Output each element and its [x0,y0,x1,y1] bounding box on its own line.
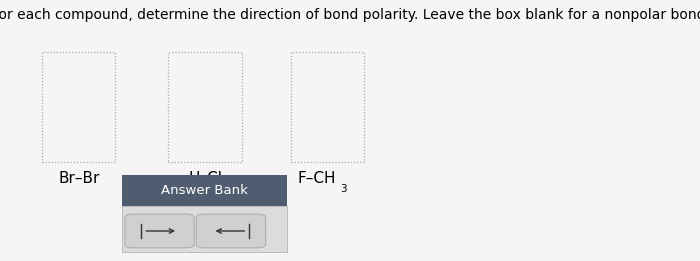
Bar [168,52,242,162]
Bar [290,52,364,162]
Text: H–Cl: H–Cl [188,171,222,186]
FancyBboxPatch shape [196,214,266,248]
FancyBboxPatch shape [125,214,194,248]
Text: Answer Bank: Answer Bank [161,184,248,197]
Text: Br–Br: Br–Br [58,171,100,186]
Text: For each compound, determine the direction of bond polarity. Leave the box blank: For each compound, determine the directi… [0,8,700,22]
Bar [42,52,116,162]
Text: F–CH: F–CH [298,171,336,186]
Bar [122,175,287,206]
Bar [122,206,287,252]
Text: 3: 3 [340,184,346,194]
